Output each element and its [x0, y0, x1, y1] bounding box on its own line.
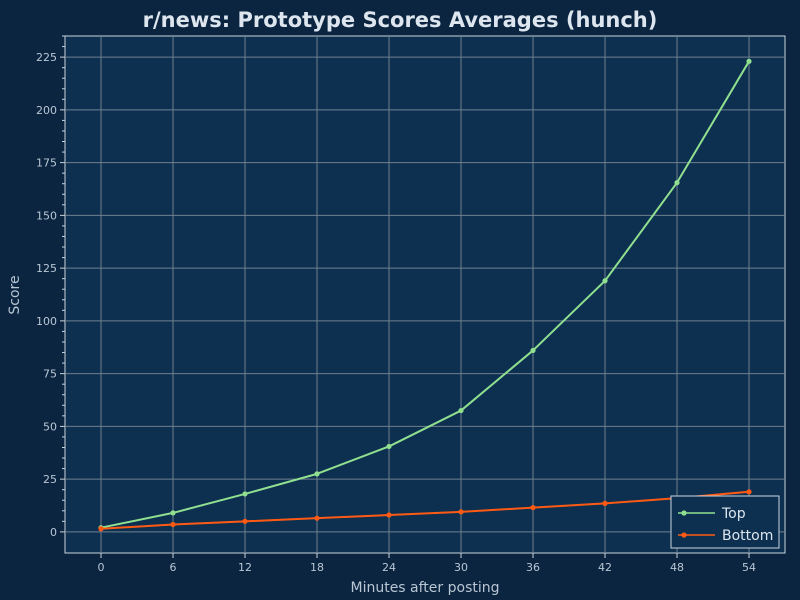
x-tick-label: 48 — [670, 561, 684, 574]
legend-marker — [681, 532, 687, 538]
data-point-bottom — [242, 518, 248, 524]
data-point-top — [602, 278, 608, 284]
y-tick-label: 125 — [36, 262, 57, 275]
chart-title: r/news: Prototype Scores Averages (hunch… — [143, 8, 658, 32]
x-tick-label: 30 — [454, 561, 468, 574]
x-tick-label: 6 — [170, 561, 177, 574]
data-point-bottom — [386, 512, 392, 518]
y-tick-label: 225 — [36, 51, 57, 64]
legend-box — [670, 495, 780, 549]
axes: 0 6 12 18 24 30 36 42 48 54 0 25 50 75 100 125 150 175 200… — [36, 35, 756, 574]
x-axis-label: Minutes after posting — [350, 580, 499, 596]
data-point-top — [386, 443, 392, 450]
series-line-bottom — [100, 490, 750, 530]
series-line-top — [100, 60, 750, 529]
data-point-top — [170, 510, 176, 516]
grid — [65, 36, 785, 553]
x-tick-label: 36 — [526, 561, 540, 574]
data-point-top — [746, 58, 752, 64]
x-tick-label: 24 — [382, 561, 396, 574]
data-point-bottom — [458, 509, 464, 515]
y-tick-label: 200 — [36, 104, 57, 117]
data-point-top — [674, 180, 680, 186]
y-tick-label: 50 — [43, 420, 57, 433]
y-tick-label: 75 — [43, 368, 57, 381]
data-point-bottom — [602, 500, 608, 507]
data-point-top — [314, 471, 320, 477]
data-point-bottom — [530, 505, 536, 511]
x-tick-label: 18 — [310, 561, 324, 574]
y-tick-label: 0 — [50, 526, 57, 539]
y-tick-label: 150 — [36, 209, 57, 222]
legend: Top Bottom — [670, 495, 780, 549]
data-point-top — [242, 491, 248, 497]
legend-label: Bottom — [722, 528, 773, 544]
x-tick-label: 12 — [238, 561, 252, 574]
x-tick-label: 0 — [98, 561, 105, 574]
data-point-bottom — [170, 521, 176, 528]
x-tick-label: 42 — [598, 561, 612, 574]
series — [98, 58, 752, 532]
data-point-top — [530, 347, 536, 354]
y-tick-label: 25 — [43, 473, 57, 486]
y-tick-label: 175 — [36, 157, 57, 170]
legend-marker — [681, 510, 687, 516]
plot-area — [64, 35, 786, 554]
y-tick-label: 100 — [36, 315, 57, 328]
data-point-bottom — [746, 489, 752, 495]
data-point-bottom — [98, 526, 104, 532]
x-tick-label: 54 — [742, 561, 756, 574]
y-axis-label: Score — [7, 275, 23, 314]
legend-label: Top — [721, 506, 746, 522]
data-point-top — [458, 407, 464, 414]
data-point-bottom — [314, 515, 320, 521]
